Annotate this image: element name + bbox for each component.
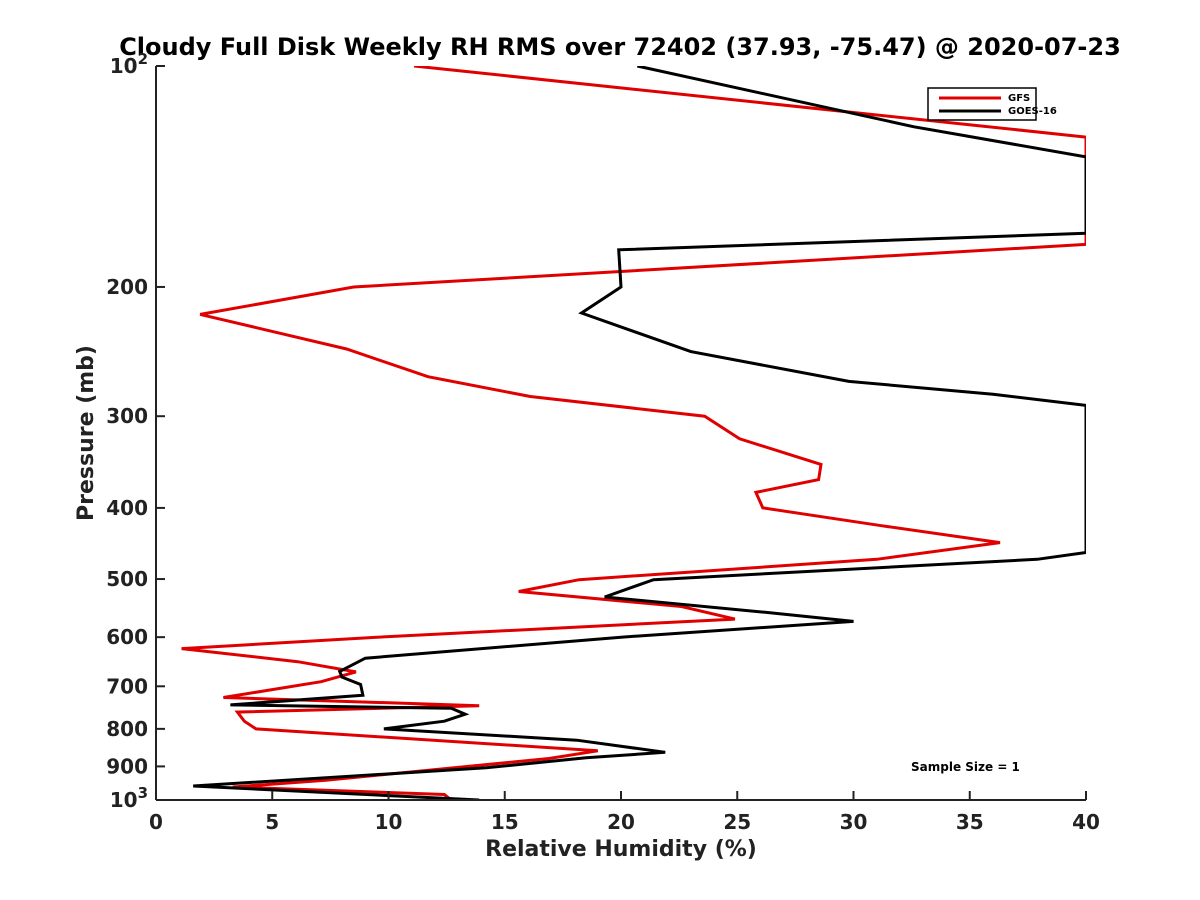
series-layer bbox=[181, 66, 1086, 800]
y-tick-label: 200 bbox=[106, 275, 148, 299]
x-tick-label: 35 bbox=[956, 810, 984, 834]
y-tick-label: 400 bbox=[106, 496, 148, 520]
y-tick-label: 900 bbox=[106, 754, 148, 778]
y-tick-label: 103 bbox=[110, 784, 148, 812]
x-tick-label: 20 bbox=[607, 810, 635, 834]
series-line-goes16 bbox=[193, 66, 1086, 800]
legend-label-goes16: GOES-16 bbox=[1008, 106, 1057, 117]
legend-box bbox=[927, 87, 1037, 121]
x-axis-label: Relative Humidity (%) bbox=[485, 837, 757, 862]
x-tick-label: 25 bbox=[723, 810, 751, 834]
x-tick-label: 10 bbox=[375, 810, 403, 834]
x-tick-label: 30 bbox=[840, 810, 868, 834]
x-tick-label: 5 bbox=[265, 810, 279, 834]
x-tick-label: 0 bbox=[149, 810, 163, 834]
y-axis-label: Pressure (mb) bbox=[74, 345, 99, 521]
x-tick-label: 40 bbox=[1072, 810, 1100, 834]
x-tick-label: 15 bbox=[491, 810, 519, 834]
y-tick-label: 700 bbox=[106, 674, 148, 698]
y-tick-label: 102 bbox=[110, 50, 148, 78]
y-ticks: 102 200 300 400 500 600 700 800 900 103 bbox=[106, 50, 165, 812]
legend-label-gfs: GFS bbox=[1008, 93, 1030, 104]
legend: GFS GOES-16 bbox=[927, 87, 1057, 121]
series-line-gfs bbox=[181, 66, 1086, 800]
y-tick-label: 500 bbox=[106, 567, 148, 591]
y-tick-label: 800 bbox=[106, 717, 148, 741]
sample-size-annotation: Sample Size = 1 bbox=[911, 760, 1020, 774]
chart-title: Cloudy Full Disk Weekly RH RMS over 7240… bbox=[119, 33, 1121, 61]
x-ticks: 0 5 10 15 20 25 30 35 40 bbox=[149, 791, 1100, 834]
y-tick-label: 600 bbox=[106, 625, 148, 649]
y-tick-label: 300 bbox=[106, 404, 148, 428]
